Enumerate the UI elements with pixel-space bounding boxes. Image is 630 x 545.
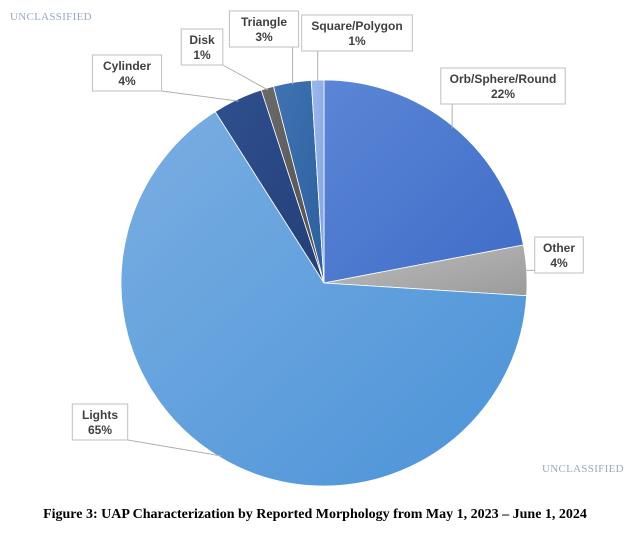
leader-line-cylinder	[161, 90, 239, 102]
classification-marking-bottom: UNCLASSIFIED	[542, 463, 624, 475]
slice-percent-label: 4%	[550, 256, 568, 270]
slice-percent-label: 1%	[348, 34, 366, 48]
slice-name-label: Cylinder	[103, 59, 151, 73]
leader-line-disk	[222, 64, 269, 91]
label-box	[180, 28, 224, 66]
slice-percent-label: 3%	[255, 30, 273, 44]
leader-line-lights	[127, 439, 222, 457]
slice-name-label: Lights	[82, 408, 118, 422]
slice-percent-label: 65%	[88, 423, 112, 437]
slice-name-label: Other	[543, 241, 575, 255]
figure-caption: Figure 3: UAP Characterization by Report…	[43, 507, 587, 522]
label-box	[228, 10, 300, 48]
slice-labels: Orb/Sphere/Round22%Other4%Lights65%Cylin…	[71, 10, 584, 441]
slice-percent-label: 1%	[193, 48, 211, 62]
pie-slices	[120, 79, 528, 487]
label-box	[534, 236, 584, 274]
slice-name-label: Orb/Sphere/Round	[450, 72, 557, 86]
slice-name-label: Square/Polygon	[311, 19, 402, 33]
pie-slice-orb-sphere-round	[323, 79, 524, 284]
slice-name-label: Triangle	[241, 15, 287, 29]
classification-marking-top: UNCLASSIFIED	[10, 11, 92, 23]
pie-chart: Orb/Sphere/Round22%Other4%Lights65%Cylin…	[71, 10, 584, 487]
pie-slice-lights	[120, 111, 528, 487]
label-box	[301, 14, 413, 52]
slice-name-label: Disk	[189, 33, 215, 47]
slice-percent-label: 22%	[491, 87, 515, 101]
label-box	[91, 54, 163, 92]
label-box	[440, 67, 566, 105]
slice-percent-label: 4%	[118, 74, 136, 88]
label-box	[71, 403, 129, 441]
leader-lines	[127, 47, 535, 457]
